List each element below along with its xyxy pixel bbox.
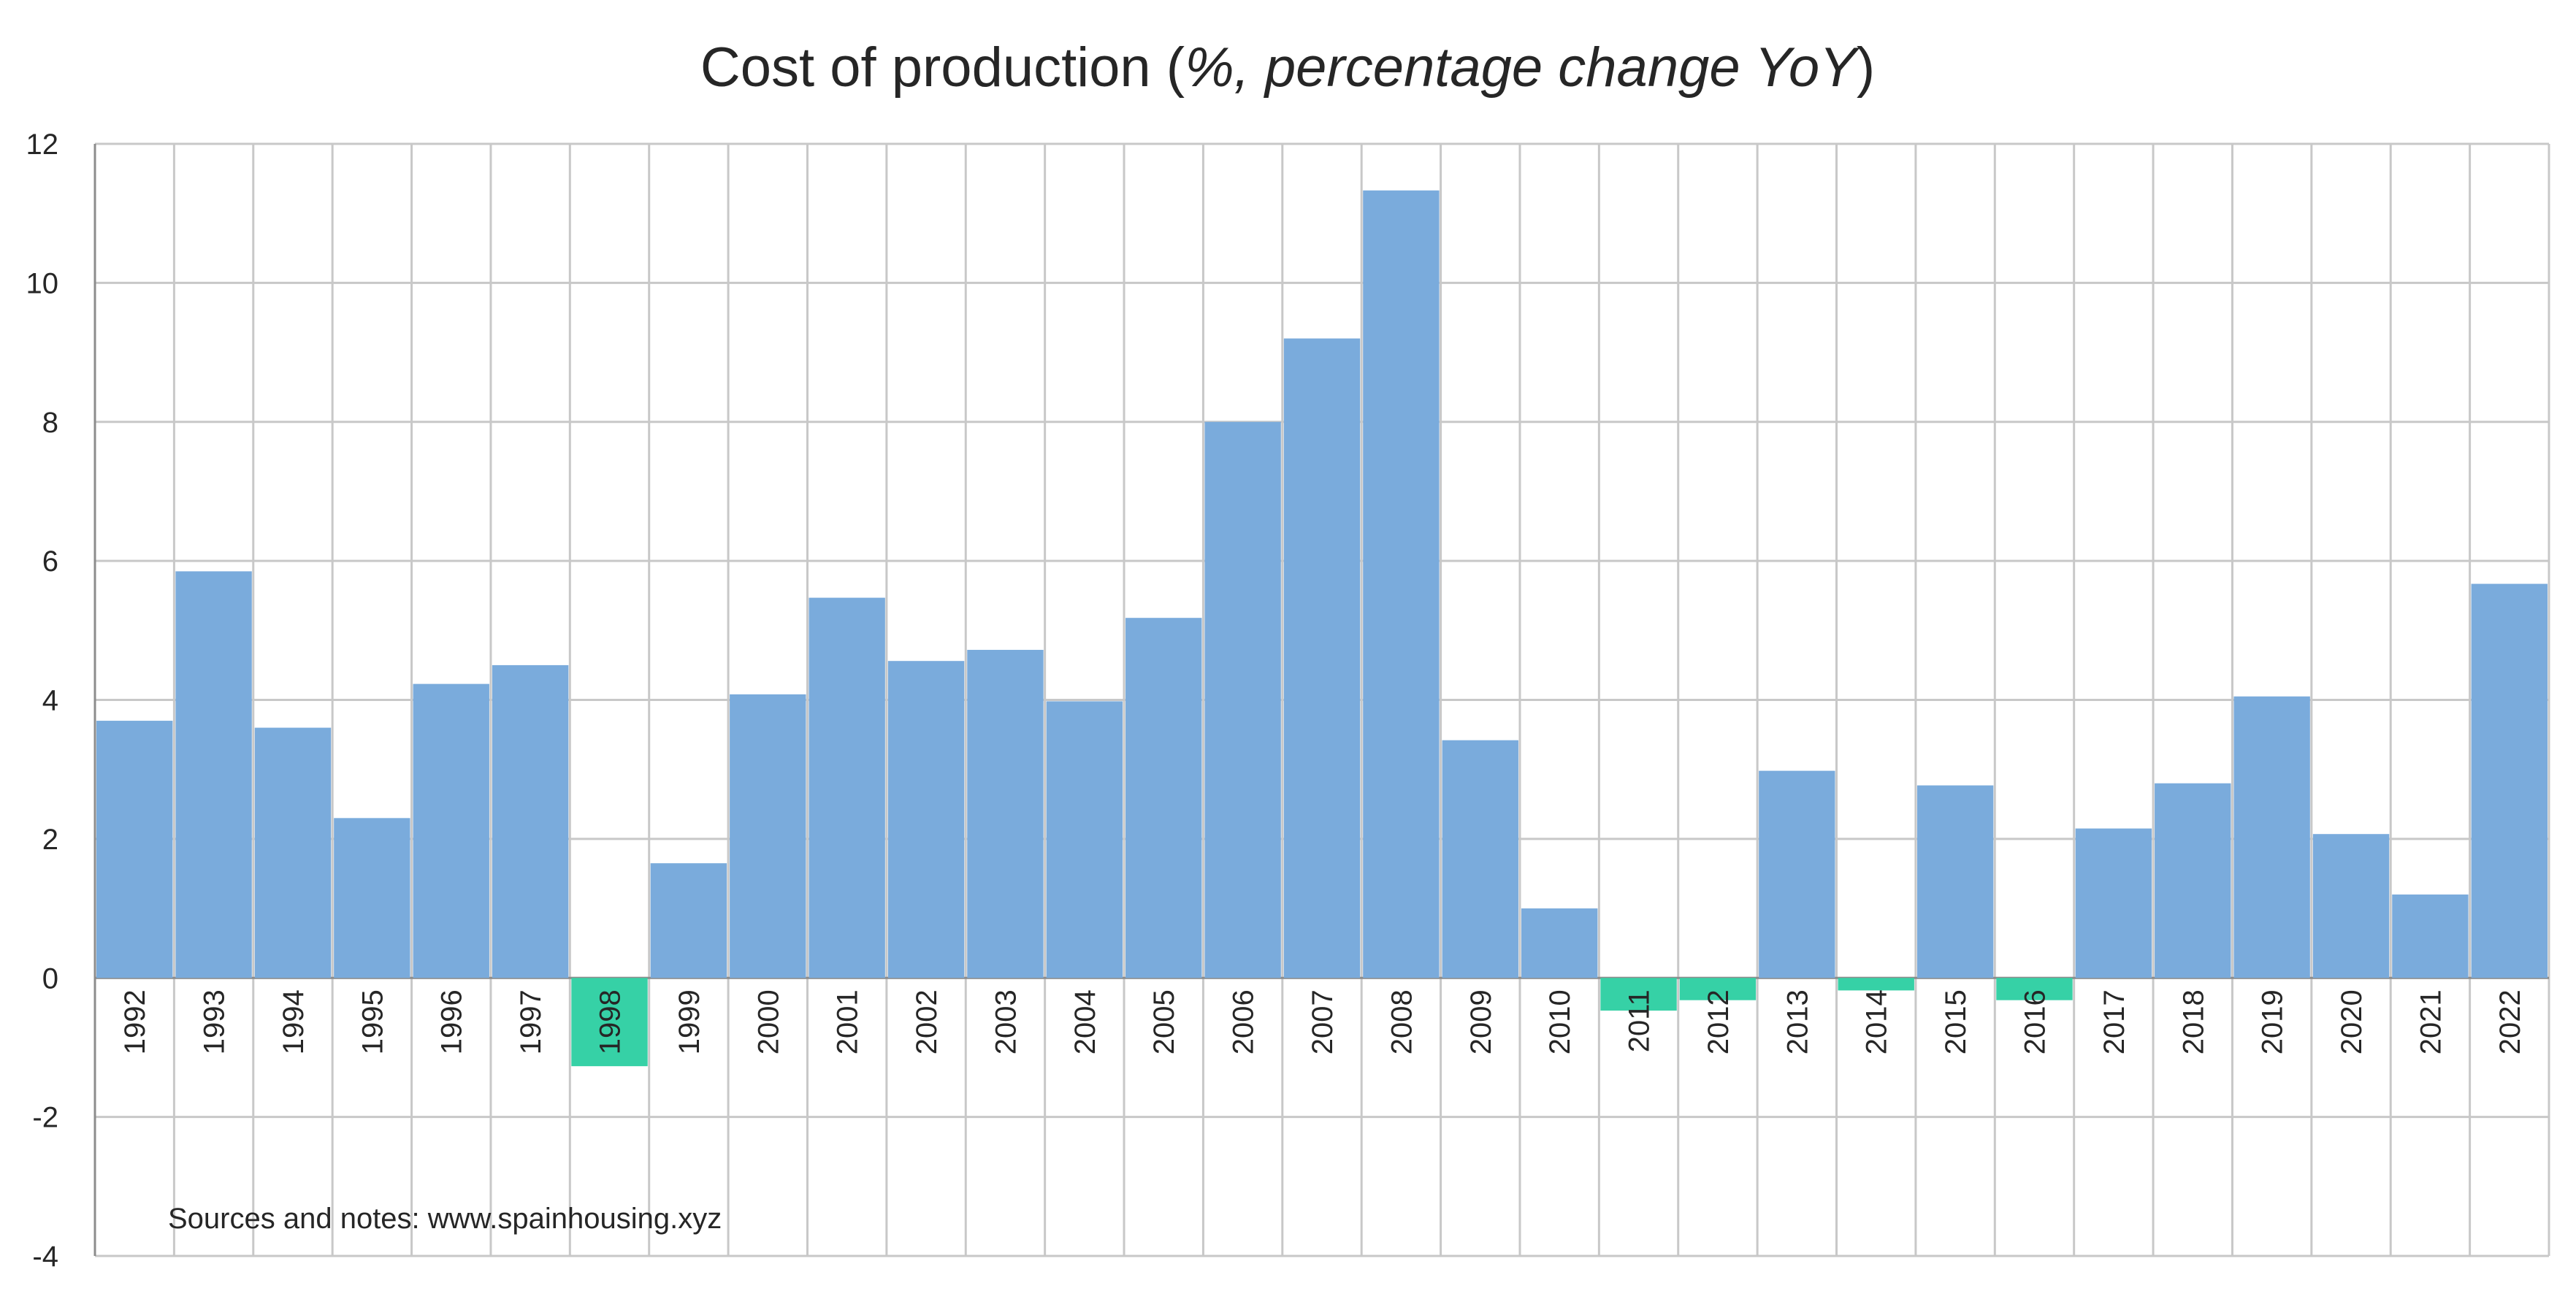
bar-2019	[2233, 696, 2310, 978]
bar-1992	[96, 721, 173, 978]
x-tick-label: 1993	[199, 989, 231, 1054]
bar-1995	[334, 818, 410, 978]
y-tick-label: 4	[42, 685, 58, 717]
x-tick-label: 2019	[2257, 989, 2289, 1054]
bar-2009	[1442, 740, 1518, 978]
x-tick-label: 1992	[119, 989, 151, 1054]
x-tick-label: 2020	[2336, 989, 2368, 1054]
y-tick-label: 8	[42, 407, 58, 439]
x-tick-label: 1998	[595, 989, 627, 1054]
x-tick-label: 2004	[1069, 989, 1101, 1054]
x-tick-label: 2016	[2019, 989, 2051, 1054]
chart-title-prefix: Cost of production (	[700, 37, 1185, 99]
x-tick-label: 2014	[1861, 989, 1893, 1054]
bar-2017	[2075, 828, 2152, 978]
bar-1996	[413, 683, 489, 978]
x-tick-label: 2013	[1781, 989, 1813, 1054]
bar-1999	[650, 863, 727, 978]
bar-2002	[887, 661, 965, 978]
x-tick-label: 2001	[832, 989, 864, 1054]
bar-2011	[1600, 978, 1677, 1011]
x-tick-label: 1999	[673, 989, 706, 1054]
bar-1994	[254, 727, 332, 978]
x-tick-label: 1995	[356, 989, 389, 1054]
y-tick-label: 6	[42, 545, 58, 578]
x-tick-label: 2011	[1624, 989, 1656, 1052]
x-tick-label: 2005	[1148, 989, 1180, 1054]
bar-2004	[1046, 701, 1123, 978]
x-tick-label: 2003	[990, 989, 1022, 1054]
y-tick-label: 10	[26, 267, 59, 299]
x-tick-label: 2000	[752, 989, 784, 1054]
x-tick-label: 2008	[1386, 989, 1418, 1054]
y-tick-label: -2	[32, 1102, 58, 1134]
y-tick-label: 12	[26, 129, 59, 161]
bar-2006	[1204, 421, 1281, 978]
bar-2020	[2312, 834, 2390, 978]
bar-2003	[967, 649, 1044, 978]
x-tick-label: 2018	[2177, 989, 2209, 1054]
x-tick-label: 2021	[2415, 989, 2447, 1054]
x-tick-label: 2022	[2494, 989, 2526, 1054]
x-axis-ticks: 1992 1993 1994 1995 1996 1997 1998 1999 2000 2001…	[119, 989, 2526, 1054]
x-tick-label: 2002	[911, 989, 943, 1054]
bar-1998	[571, 978, 648, 1067]
x-tick-label: 2015	[1940, 989, 1972, 1054]
x-tick-label: 2006	[1228, 989, 1260, 1054]
bar-2005	[1125, 618, 1202, 978]
x-tick-label: 1997	[515, 989, 547, 1054]
bar-2008	[1363, 190, 1440, 978]
bar-1997	[492, 664, 569, 978]
bar-2000	[730, 694, 806, 978]
sources-note: Sources and notes: www.spainhousing.xyz	[168, 1203, 722, 1235]
bar-2001	[809, 597, 885, 978]
bar-1993	[175, 571, 252, 978]
y-tick-label: 2	[42, 824, 58, 856]
x-tick-label: 2010	[1544, 989, 1576, 1054]
x-tick-label: 2012	[1702, 989, 1735, 1054]
bar-2016	[1996, 978, 2073, 1000]
bar-2014	[1838, 978, 1914, 991]
x-tick-label: 1996	[436, 989, 468, 1054]
bar-2012	[1679, 978, 1757, 1000]
chart-title: Cost of production (%, percentage change…	[700, 37, 1875, 99]
bar-2022	[2471, 583, 2548, 978]
x-tick-label: 2007	[1307, 989, 1339, 1054]
chart-title-emphasis: %, percentage change YoY	[1185, 37, 1860, 99]
bars	[96, 190, 2548, 1067]
bar-2007	[1283, 338, 1361, 978]
bar-2013	[1759, 770, 1835, 978]
x-tick-label: 1994	[278, 989, 310, 1054]
x-tick-label: 2017	[2098, 989, 2130, 1054]
y-axis-ticks: 12 10 8 6 4 2 0 -2 -4	[26, 129, 59, 1273]
bar-2018	[2155, 783, 2231, 978]
bar-2015	[1916, 785, 1994, 978]
chart-title-suffix: )	[1857, 37, 1875, 99]
y-tick-label: 0	[42, 962, 58, 995]
x-tick-label: 2009	[1465, 989, 1497, 1054]
bar-2021	[2392, 894, 2469, 978]
y-tick-label: -4	[32, 1241, 58, 1273]
bar-2010	[1521, 908, 1598, 978]
